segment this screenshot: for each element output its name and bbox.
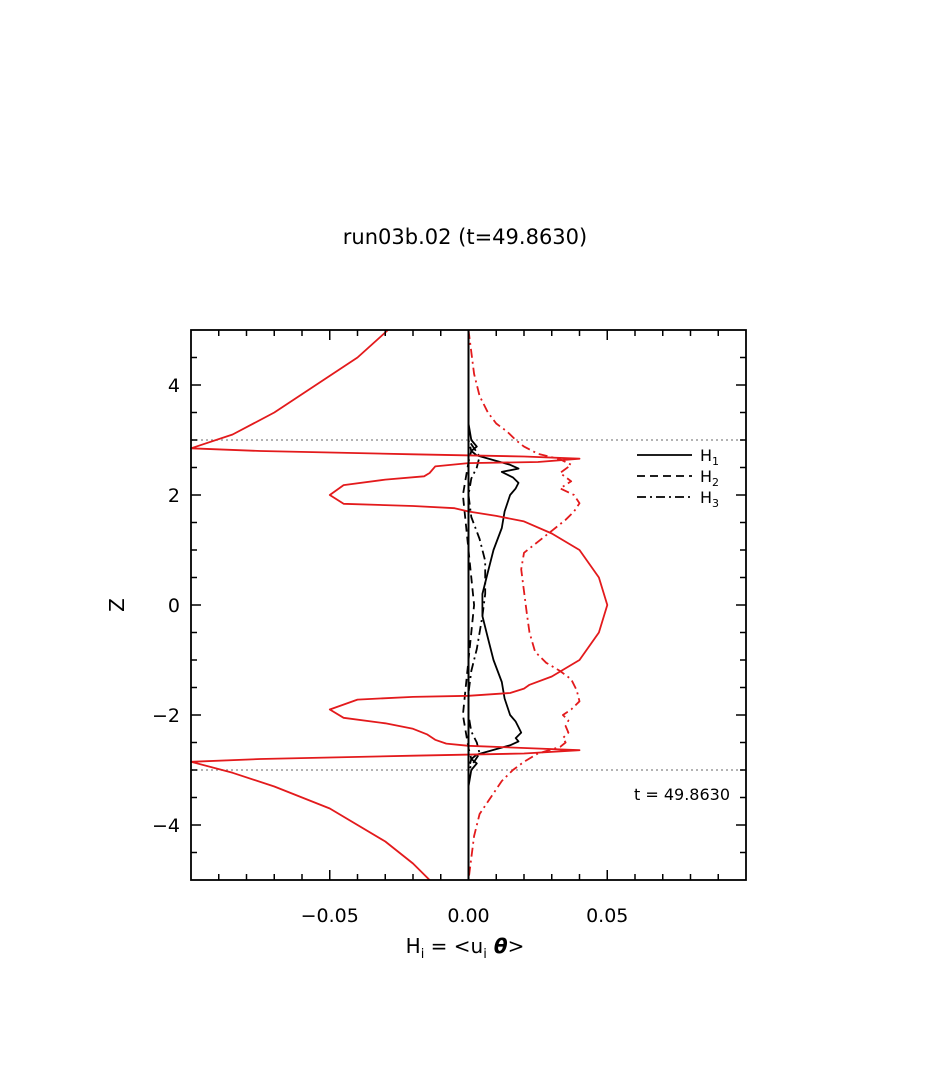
y-tick-label: −2 bbox=[152, 705, 180, 727]
legend-label: H3 bbox=[700, 488, 719, 510]
x-tick-label: −0.05 bbox=[301, 905, 359, 927]
legend-label: H1 bbox=[700, 446, 719, 468]
x-axis-label: Hi = <ui θ> bbox=[406, 934, 525, 962]
series-line-5 bbox=[467, 329, 581, 881]
y-tick-label: 2 bbox=[168, 485, 180, 507]
y-tick-label: 0 bbox=[168, 595, 180, 617]
legend-label: H2 bbox=[700, 467, 719, 489]
time-annotation: t = 49.8630 bbox=[634, 785, 730, 804]
y-tick-label: −4 bbox=[152, 815, 180, 837]
series-line-4 bbox=[190, 329, 609, 881]
x-tick-label: 0.05 bbox=[586, 905, 628, 927]
series-line-3 bbox=[467, 330, 487, 880]
ticks: −0.05 0.00 0.05 4 2 0 −2 −4 bbox=[152, 330, 746, 927]
series-line-1 bbox=[467, 330, 523, 880]
y-tick-label: 4 bbox=[168, 375, 180, 397]
series-group bbox=[190, 329, 609, 881]
y-axis-label: Z bbox=[105, 598, 129, 612]
chart-title: run03b.02 (t=49.8630) bbox=[343, 225, 587, 249]
x-tick-label: 0.00 bbox=[447, 905, 489, 927]
